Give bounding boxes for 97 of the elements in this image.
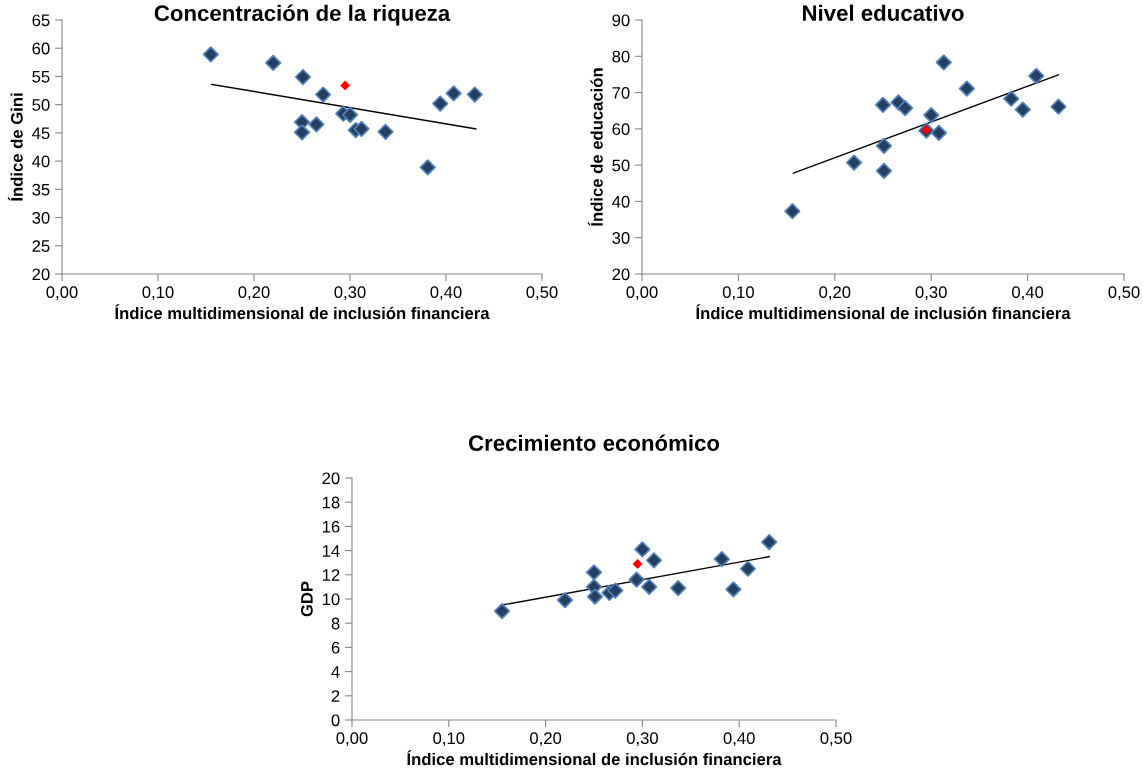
point — [1003, 90, 1020, 107]
y-tick-label: 90 — [612, 14, 630, 27]
x-tick-label: 0,40 — [430, 286, 462, 301]
point — [585, 564, 603, 581]
x-tick-label: 0,20 — [238, 286, 270, 301]
y-tick-label: 40 — [612, 195, 630, 208]
point — [628, 571, 645, 588]
x-tick-label: 0,30 — [915, 286, 947, 301]
point — [784, 203, 801, 220]
x-tick-label: 0,10 — [722, 286, 754, 301]
x-tick-label: 0,20 — [530, 732, 562, 747]
point — [607, 582, 624, 599]
x-tick-label: 0,50 — [526, 286, 558, 301]
x-axis-title: Índice multidimensional de inclusión financiera — [115, 304, 490, 320]
y-tick-label: 60 — [612, 123, 630, 136]
y-tick-label: 18 — [322, 496, 340, 509]
y-tick-label: 35 — [32, 183, 50, 196]
point — [874, 96, 892, 114]
point — [353, 120, 370, 138]
point — [845, 154, 863, 171]
point — [556, 592, 574, 609]
point — [641, 578, 658, 596]
point — [875, 137, 893, 155]
x-tick-label: 0,30 — [626, 732, 658, 747]
x-tick-label: 0,20 — [819, 286, 851, 301]
point — [445, 85, 462, 102]
y-tick-label: 55 — [32, 71, 50, 83]
point — [935, 54, 952, 71]
x-axis-title: Índice multidimensional de inclusión financiera — [696, 304, 1071, 320]
point — [466, 86, 483, 103]
chart-title: Concentración de la riqueza — [154, 4, 451, 26]
point — [923, 106, 940, 124]
y-tick-label: 40 — [32, 155, 50, 168]
x-tick-label: 0,50 — [820, 732, 852, 747]
point — [713, 550, 730, 568]
x-tick-label: 0,00 — [626, 286, 658, 301]
x-tick-label: 0,30 — [334, 286, 366, 301]
y-tick-label: 2 — [331, 690, 340, 702]
y-tick-label: 25 — [32, 240, 50, 252]
point — [315, 86, 332, 103]
point — [308, 116, 325, 133]
point — [493, 602, 511, 620]
y-tick-label: 65 — [32, 14, 50, 27]
y-tick-label: 30 — [612, 232, 630, 244]
point — [634, 541, 651, 558]
point — [761, 534, 778, 551]
point — [293, 124, 311, 141]
y-tick-label: 50 — [612, 159, 630, 172]
chart-title: Crecimiento económico — [468, 434, 720, 451]
y-tick-label: 30 — [32, 211, 50, 224]
y-tick-label: 80 — [612, 50, 630, 63]
y-axis-title: Índice de educación — [587, 68, 603, 226]
y-tick-label: 20 — [322, 472, 340, 485]
y-tick-label: 20 — [612, 268, 630, 281]
y-tick-label: 0 — [331, 714, 340, 727]
x-axis-title: Índice multidimensional de inclusión financiera — [407, 750, 782, 766]
point — [586, 588, 604, 605]
y-tick-label: 20 — [32, 268, 50, 281]
chart-title: Nivel educativo — [802, 4, 964, 21]
x-tick-label: 0,40 — [723, 732, 755, 747]
y-tick-label: 70 — [612, 86, 630, 99]
y-tick-label: 60 — [32, 42, 50, 55]
point — [432, 95, 449, 112]
y-tick-label: 45 — [32, 127, 50, 140]
y-tick-label: 10 — [322, 593, 340, 606]
point — [202, 46, 219, 63]
point — [958, 80, 975, 97]
y-tick-label: 50 — [32, 99, 50, 111]
point — [294, 68, 312, 86]
point — [419, 159, 436, 176]
point — [1028, 67, 1045, 84]
point — [341, 106, 359, 123]
y-tick-label: 6 — [331, 641, 340, 654]
point — [1014, 101, 1031, 118]
x-tick-label: 0,00 — [46, 286, 78, 301]
x-tick-label: 0,10 — [142, 286, 174, 301]
point — [670, 579, 687, 597]
y-tick-label: 8 — [331, 617, 340, 630]
point — [377, 123, 394, 140]
point — [645, 552, 663, 569]
x-tick-label: 0,50 — [1108, 286, 1140, 301]
y-tick-label: 14 — [322, 545, 340, 557]
point — [265, 54, 282, 72]
point — [875, 162, 893, 180]
y-axis-title: GDP — [301, 581, 313, 617]
x-tick-label: 0,40 — [1012, 286, 1044, 301]
y-axis-title: Índice de Gini — [7, 93, 23, 201]
y-tick-label: 16 — [322, 520, 340, 533]
point — [725, 581, 742, 598]
y-tick-label: 4 — [331, 666, 340, 678]
x-tick-label: 0,10 — [433, 732, 465, 747]
y-tick-label: 12 — [322, 569, 340, 581]
point — [1050, 98, 1067, 115]
point — [897, 100, 914, 117]
x-tick-label: 0,00 — [336, 732, 368, 747]
point — [930, 124, 948, 141]
point — [739, 560, 757, 577]
